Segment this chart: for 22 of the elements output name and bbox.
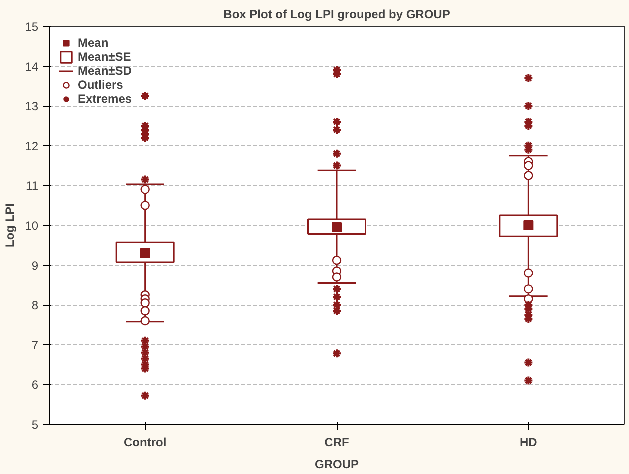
- x-axis-title: GROUP: [315, 458, 360, 472]
- annotation: Mean±SD: [78, 64, 132, 78]
- y-axis-title: Log LPI: [3, 203, 18, 248]
- y-tick-label: 8: [32, 298, 39, 313]
- legend-label: Extremes: [78, 92, 132, 106]
- y-tick-label: 14: [25, 60, 39, 74]
- x-tick-label: CRF: [324, 436, 350, 450]
- y-tick-label: 9: [32, 258, 39, 273]
- y-tick-label: 10: [25, 219, 39, 233]
- y-tick-label: 6: [32, 378, 39, 392]
- y-tick-label: 15: [25, 20, 39, 34]
- legend-label: Mean±SE: [78, 50, 132, 64]
- y-tick-label: 12: [25, 139, 39, 154]
- y-tick-label: 7: [32, 338, 39, 352]
- legend-label: Outliers: [78, 78, 124, 92]
- chart-title: Box Plot of Log LPI grouped by GROUP: [224, 8, 450, 22]
- x-tick-label: HD: [520, 436, 538, 450]
- legend-label: Mean: [78, 36, 109, 50]
- x-tick-label: Control: [124, 436, 167, 450]
- y-tick-label: 11: [26, 179, 39, 194]
- y-tick-label: 5: [32, 418, 39, 432]
- y-tick-label: 13: [25, 100, 39, 114]
